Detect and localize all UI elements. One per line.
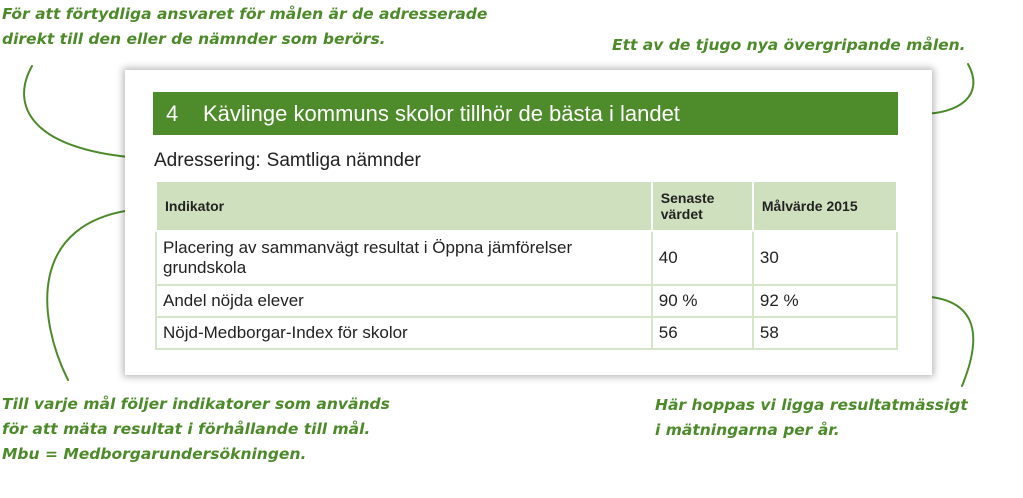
- annotation-line: i mätningarna per år.: [655, 421, 840, 439]
- annotation-target: Här hoppas vi ligga resultatmässigt i mä…: [655, 393, 968, 443]
- indicator-cell: Andel nöjda elever: [155, 284, 653, 318]
- goal-number: 4: [166, 101, 179, 126]
- target-value-cell: 92 %: [751, 284, 899, 318]
- annotation-line: Till varje mål följer indikatorer som an…: [2, 395, 390, 413]
- table-row: Nöjd-Medborgar-Index för skolor 56 58: [155, 316, 899, 350]
- table-row: Placering av sammanvägt resultat i Öppna…: [155, 230, 899, 286]
- annotation-addressing: För att förtydliga ansvaret för målen är…: [2, 2, 487, 52]
- goal-title: Kävlinge kommuns skolor tillhör de bästa…: [203, 101, 680, 126]
- annotation-line: Här hoppas vi ligga resultatmässigt: [655, 396, 968, 414]
- annotation-goal: Ett av de tjugo nya övergripande målen.: [612, 33, 966, 58]
- header-target-2015: Målvärde 2015: [751, 180, 899, 232]
- goal-header: 4 Kävlinge kommuns skolor tillhör de bäs…: [153, 92, 898, 135]
- addressing-value: Samtliga nämnder: [266, 150, 421, 171]
- annotation-line: direkt till den eller de nämnder som ber…: [2, 30, 386, 48]
- latest-value-cell: 40: [650, 230, 754, 286]
- annotation-line: Ett av de tjugo nya övergripande målen.: [612, 36, 966, 54]
- latest-value-cell: 56: [650, 316, 754, 350]
- target-value-cell: 58: [751, 316, 899, 350]
- addressing: Adressering: Samtliga nämnder: [154, 150, 421, 172]
- addressing-label: Adressering:: [154, 150, 261, 171]
- target-value-cell: 30: [751, 230, 899, 286]
- goal-card: 4 Kävlinge kommuns skolor tillhör de bäs…: [125, 70, 932, 375]
- indicator-cell: Nöjd-Medborgar-Index för skolor: [155, 316, 653, 350]
- indicator-cell: Placering av sammanvägt resultat i Öppna…: [155, 230, 653, 286]
- header-latest-value: Senaste värdet: [650, 180, 754, 232]
- table-row: Andel nöjda elever 90 % 92 %: [155, 284, 899, 318]
- header-indicator: Indikator: [155, 180, 653, 232]
- annotation-line: för att mäta resultat i förhållande till…: [2, 420, 371, 438]
- indicator-table: Indikator Senaste värdet Målvärde 2015 P…: [155, 180, 899, 350]
- arrow-icon: [23, 65, 142, 166]
- annotation-indicators: Till varje mål följer indikatorer som an…: [2, 392, 390, 467]
- annotation-line: Mbu = Medborgarundersökningen.: [2, 445, 307, 463]
- table-header-row: Indikator Senaste värdet Målvärde 2015: [155, 180, 899, 232]
- latest-value-cell: 90 %: [650, 284, 754, 318]
- annotation-line: För att förtydliga ansvaret för målen är…: [2, 5, 488, 23]
